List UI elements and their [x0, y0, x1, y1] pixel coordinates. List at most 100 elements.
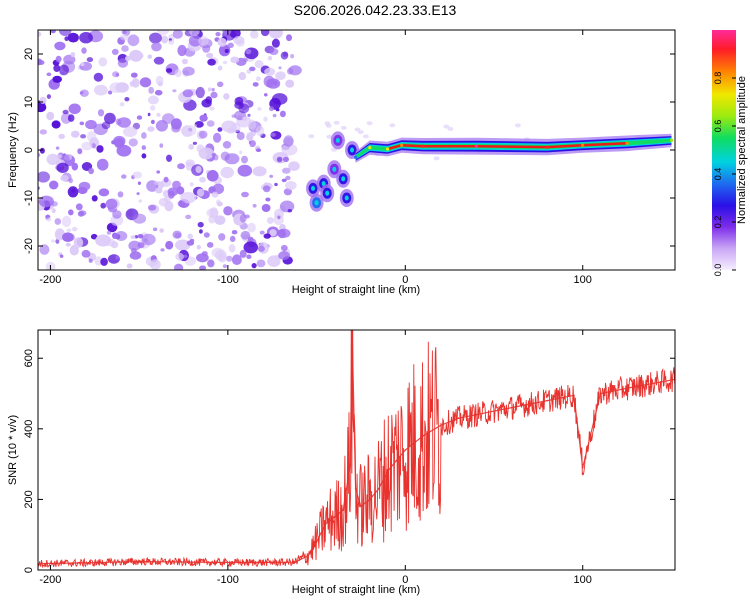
noise-speckle [206, 52, 214, 59]
noise-speckle [273, 214, 284, 226]
noise-speckle [98, 188, 110, 197]
noise-speckle [194, 124, 197, 128]
colorbar-tick-label: 0.2 [713, 216, 723, 229]
noise-speckle [119, 102, 125, 107]
noise-speckle [247, 113, 251, 117]
noise-speckle [172, 230, 182, 239]
noise-speckle [112, 210, 122, 219]
noise-speckle [170, 118, 182, 130]
snr-point [138, 560, 140, 563]
noise-speckle [88, 167, 94, 175]
noise-speckle [46, 72, 52, 77]
noise-speckle [276, 156, 283, 163]
noise-speckle [132, 213, 147, 224]
noise-speckle [67, 114, 75, 122]
faint-speckle [340, 125, 347, 130]
noise-speckle [136, 192, 140, 196]
noise-speckle [233, 36, 245, 45]
x-tick-label: 0 [402, 574, 408, 586]
noise-speckle [121, 45, 129, 52]
noise-speckle [280, 51, 289, 60]
noise-speckle [287, 209, 292, 213]
snr-point [333, 516, 336, 518]
noise-speckle [221, 120, 237, 133]
noise-speckle [269, 48, 279, 56]
noise-speckle [199, 176, 206, 183]
x-tick-label: 100 [574, 274, 592, 286]
noise-speckle [79, 121, 85, 126]
noise-speckle [134, 235, 139, 239]
noise-speckle [196, 188, 205, 197]
noise-speckle [68, 209, 74, 216]
colorbar: 0.0 0.2 0.4 0.6 0.8 Normalized spectral ampl… [712, 30, 748, 276]
noise-speckle [255, 76, 261, 81]
noise-speckle [217, 253, 227, 263]
noise-speckle [106, 230, 111, 235]
noise-speckle [117, 58, 129, 68]
noise-speckle [283, 156, 289, 162]
noise-speckle [71, 162, 79, 171]
noise-speckle [192, 141, 197, 145]
noise-speckle [117, 191, 124, 198]
snr-point [573, 394, 575, 397]
spectrogram-ylabel: Frequency (Hz) [7, 112, 19, 188]
snr-point [386, 470, 389, 473]
noise-speckle [188, 35, 202, 47]
colorbar-tick-label: 0.8 [713, 72, 723, 85]
noise-speckle [141, 233, 156, 246]
noise-speckle [198, 130, 208, 139]
noise-speckle [117, 117, 131, 128]
noise-speckle [147, 95, 159, 105]
noise-speckle [206, 120, 215, 127]
noise-speckle [70, 52, 76, 58]
noise-speckle [239, 249, 247, 258]
noise-speckle [187, 233, 193, 240]
noise-speckle [210, 91, 218, 99]
noise-speckle [238, 72, 247, 81]
noise-speckle [223, 206, 233, 216]
snr-frame [37, 329, 676, 571]
noise-speckle [112, 232, 118, 239]
faint-speckle [324, 121, 331, 126]
noise-speckle [239, 214, 247, 223]
noise-speckle [55, 146, 60, 150]
noise-speckle [267, 55, 273, 61]
noise-speckle [177, 163, 185, 170]
noise-speckle [207, 58, 216, 66]
noise-speckle [137, 181, 141, 185]
noise-speckle [93, 72, 104, 82]
noise-speckle [161, 35, 169, 44]
cluster-core [350, 147, 355, 153]
noise-speckle [69, 244, 79, 256]
snr-y-axis: 0 200 400 600 [23, 349, 675, 573]
noise-speckle [258, 245, 265, 252]
faint-speckle [433, 156, 440, 161]
noise-speckle [265, 197, 271, 202]
snr-point [395, 459, 398, 462]
noise-speckle [154, 89, 163, 96]
noise-speckle [199, 114, 208, 122]
colorbar-label: Normalized spectral amplitude [736, 76, 748, 224]
noise-speckle [39, 129, 47, 135]
noise-speckle [108, 90, 113, 95]
snr-point [422, 435, 424, 437]
noise-speckle [207, 87, 212, 92]
noise-speckle [215, 31, 221, 37]
noise-speckle [195, 165, 202, 174]
noise-speckle [280, 244, 288, 252]
noise-speckle [62, 109, 69, 115]
y-tick-label: 10 [23, 96, 35, 108]
noise-speckle [183, 254, 188, 258]
noise-speckle [268, 30, 283, 39]
noise-speckle [139, 77, 152, 88]
noise-speckle [164, 200, 174, 212]
spectrogram-x-axis: -200 -100 0 100 [39, 30, 592, 286]
noise-speckle [175, 252, 184, 261]
noise-speckle [275, 71, 286, 80]
noise-speckle [231, 254, 242, 265]
noise-speckle [240, 230, 251, 240]
noise-speckle [71, 226, 78, 232]
faint-speckle [443, 124, 450, 129]
x-tick-label: 100 [574, 574, 592, 586]
